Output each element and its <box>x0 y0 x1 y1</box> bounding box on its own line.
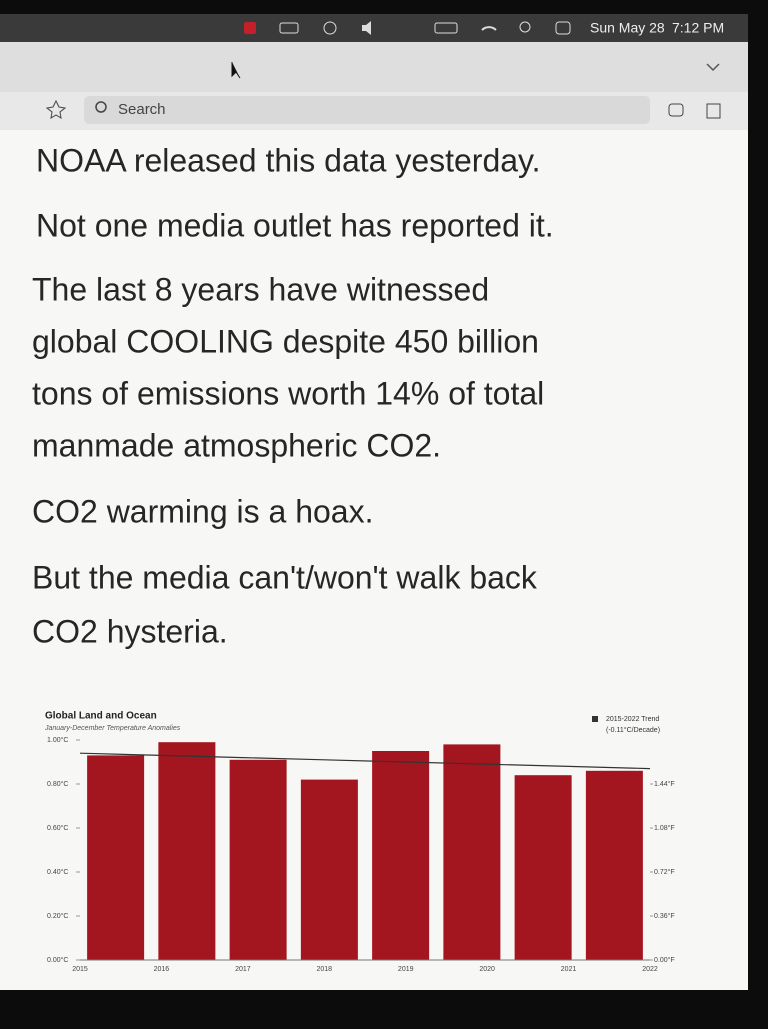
legend-label: 2015-2022 Trend <box>606 716 659 723</box>
extensions-icon[interactable] <box>706 103 721 119</box>
x-tick-label: 2018 <box>316 966 332 973</box>
x-tick-label: 2016 <box>154 966 170 973</box>
bar <box>514 775 572 960</box>
y-tick-label: 0.80°C <box>47 780 68 788</box>
y2-tick-label: 1.08°F <box>654 824 675 832</box>
tab-menu[interactable] <box>706 63 720 72</box>
x-tick-label: 2019 <box>398 966 414 973</box>
battery-icon <box>279 22 299 34</box>
x-tick-label: 2022 <box>642 966 658 973</box>
bookmark-star[interactable] <box>45 99 67 119</box>
y2-tick-label: 0.36°F <box>654 912 675 920</box>
tweet-line: Not one media outlet has reported it. <box>36 207 554 243</box>
bar <box>443 744 501 960</box>
tweet-line: NOAA released this data yesterday. <box>36 142 541 178</box>
bar <box>300 779 358 960</box>
legend-swatch <box>592 716 598 722</box>
bar <box>87 755 145 960</box>
trend-line <box>79 752 651 770</box>
bar <box>585 770 643 960</box>
y2-tick-label: 1.44°F <box>654 780 675 788</box>
menubar <box>0 14 748 42</box>
menubar-date: Sun May 28 <box>590 20 665 36</box>
search-placeholder: Search <box>118 101 166 118</box>
bar <box>372 751 430 960</box>
bar <box>158 742 216 960</box>
cursor <box>231 62 241 79</box>
search-glass <box>95 101 107 113</box>
tweet-line: The last 8 years have witnessed <box>32 271 489 307</box>
tweet-text: NOAA released this data yesterday. Not on… <box>32 142 554 649</box>
tweet-line: CO2 warming is a hoax. <box>32 493 373 529</box>
tweet-line: global COOLING despite 450 billion <box>32 323 539 359</box>
y2-tick-label: 0.00°F <box>654 956 675 964</box>
chart-title: Global Land and Ocean <box>45 711 157 722</box>
wifi-icon <box>481 26 497 31</box>
app-icon <box>244 22 256 34</box>
search-field[interactable] <box>84 96 650 124</box>
power-icon <box>434 22 458 34</box>
tweet-line: CO2 hysteria. <box>32 613 228 649</box>
tweet-line: tons of emissions worth 14% of total <box>32 375 544 411</box>
y-tick-label: 1.00°C <box>47 736 68 744</box>
x-tick-label: 2021 <box>561 966 577 973</box>
x-tick-label: 2017 <box>235 966 251 973</box>
menubar-time: 7:12 PM <box>672 20 724 36</box>
chart-subtitle: January-December Temperature Anomalies <box>44 725 181 732</box>
bar <box>229 759 287 960</box>
pocket-icon[interactable] <box>668 103 684 117</box>
tweet-line: manmade atmospheric CO2. <box>32 427 441 463</box>
y-tick-label: 0.60°C <box>47 824 68 832</box>
y-tick-label: 0.00°C <box>47 956 68 964</box>
legend-note: (-0.11°C/Decade) <box>606 726 660 734</box>
clock-icon <box>323 21 337 35</box>
tab-bar <box>0 42 748 92</box>
y-tick-label: 0.20°C <box>47 912 68 920</box>
y2-tick-label: 0.72°F <box>654 868 675 876</box>
control-icon <box>555 21 571 35</box>
search-icon <box>519 21 531 33</box>
volume-icon <box>362 21 371 35</box>
x-tick-label: 2020 <box>479 966 495 973</box>
chart: Global Land and Ocean January-December Te… <box>44 711 675 973</box>
x-tick-label: 2015 <box>72 966 88 973</box>
y-tick-label: 0.40°C <box>47 868 68 876</box>
tweet-line: But the media can't/won't walk back <box>32 559 538 595</box>
